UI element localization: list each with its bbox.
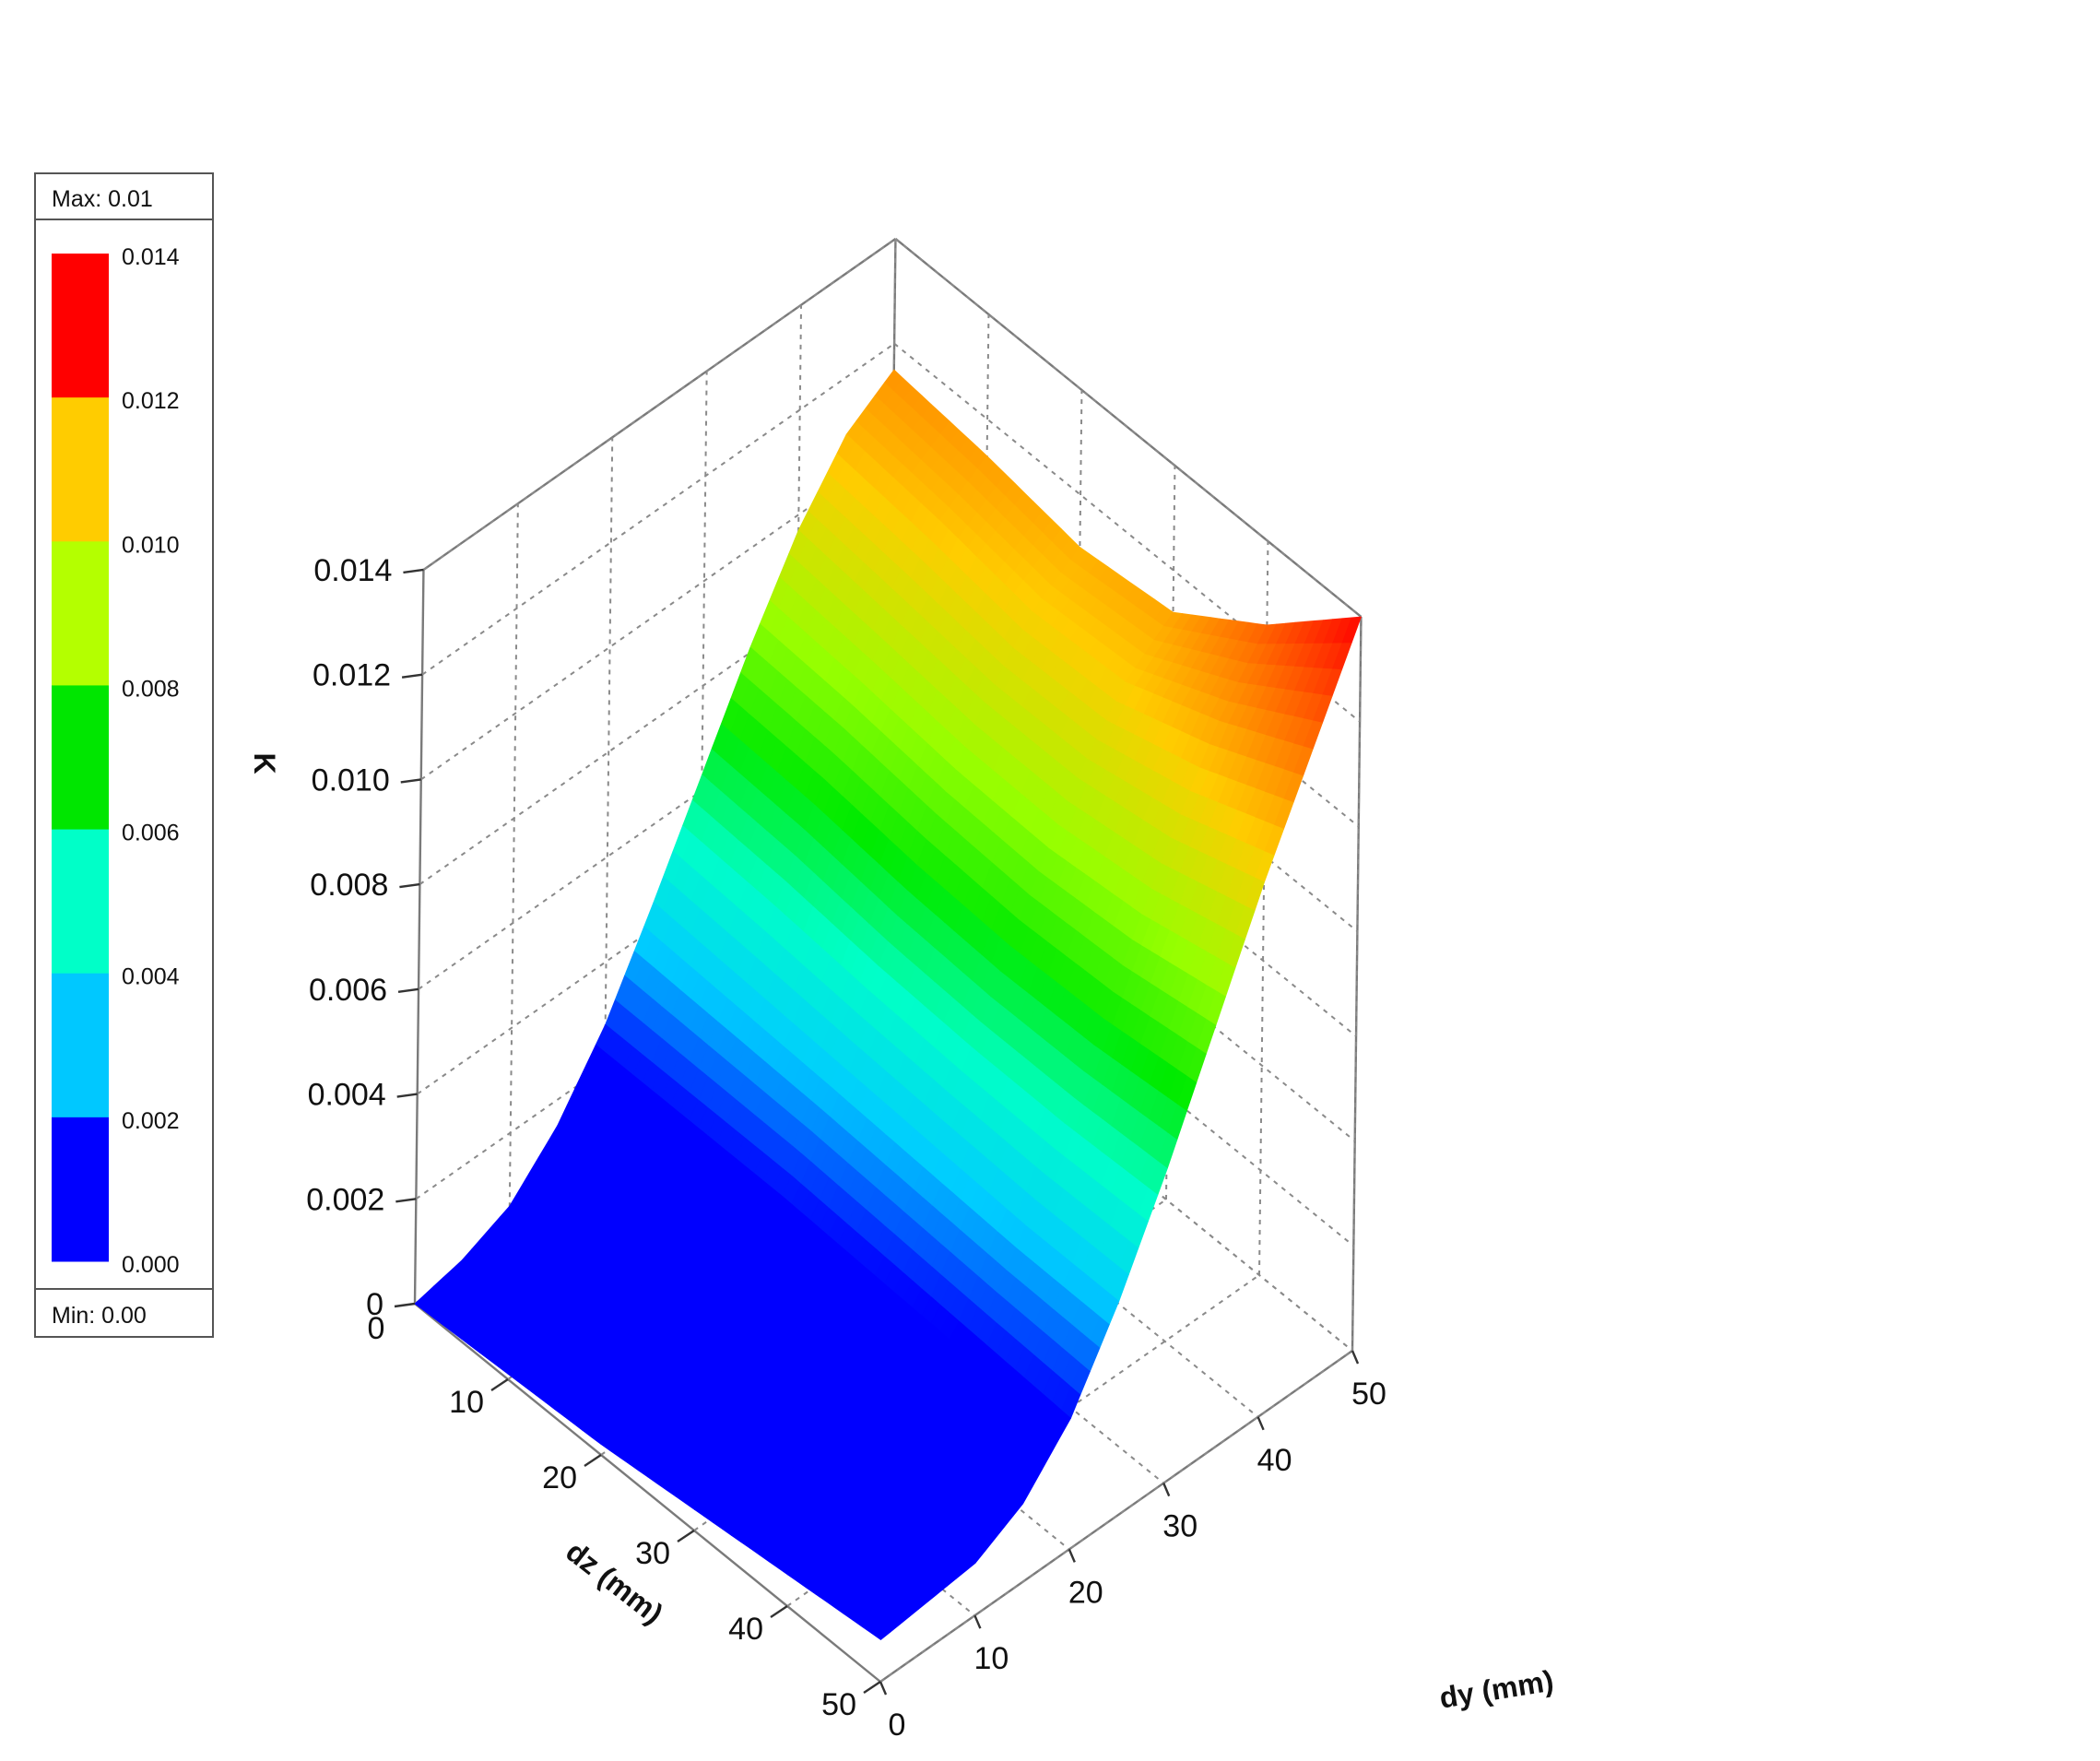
legend-swatch [52, 1117, 109, 1262]
legend-level-label: 0.012 [122, 388, 180, 414]
legend-labels: 0.014 0.012 0.010 0.008 0.006 0.004 0.002 0.000 [122, 244, 180, 1278]
surface-mesh [414, 369, 1362, 1640]
dz-tick-label: 30 [635, 1536, 670, 1571]
back-wall-gridline [508, 503, 519, 1238]
legend-max-box [34, 172, 214, 220]
legend-swatch [52, 541, 109, 686]
dy-tick-label: 0 [889, 1708, 906, 1743]
floor-gridline [879, 1350, 1353, 1683]
legend-max-label: Max: 0.01 [52, 186, 153, 212]
dy-tick-label: 50 [1351, 1377, 1386, 1412]
dz-tick-label: 50 [821, 1687, 856, 1722]
dz-tick-mark [584, 1454, 602, 1467]
legend-swatch [52, 829, 109, 975]
dy-tick-mark [1351, 1350, 1360, 1365]
side-wall-gridline [889, 762, 1356, 1142]
legend-min-box [34, 1288, 214, 1338]
legend-level-label: 0.006 [122, 821, 180, 846]
z-tick-mark [403, 568, 424, 574]
legend-swatch [52, 973, 109, 1118]
tick-labels: 0 0.002 0.004 0.006 0.008 0.010 0.012 0.014 10 20… [306, 553, 1386, 1743]
z-tick-label: 0.012 [313, 658, 391, 693]
z-tick-mark [394, 1302, 416, 1308]
dy-tick-mark [1256, 1416, 1265, 1431]
dy-tick-mark [879, 1681, 888, 1696]
legend-level-label: 0.002 [122, 1108, 180, 1134]
z-tick-mark [397, 987, 419, 994]
dz-tick-label: 40 [728, 1612, 763, 1647]
dy-tick-label: 40 [1257, 1443, 1292, 1478]
dy-tick-label: 20 [1068, 1575, 1103, 1610]
z-tick-mark [396, 1093, 418, 1098]
floor-gridline [791, 1038, 1259, 1418]
dy-tick-label: 10 [973, 1641, 1009, 1676]
z-tick-label: 0.010 [312, 762, 390, 798]
dy-tick-label: 30 [1162, 1509, 1197, 1544]
legend-swatch [52, 685, 109, 831]
dz-tick-mark [677, 1530, 695, 1542]
legend-swatch [52, 397, 109, 542]
origin-tick-label: 0 [368, 1311, 385, 1346]
z-tick-mark [399, 882, 420, 889]
z-tick-label: 0.002 [306, 1182, 384, 1217]
legend-level-label: 0.000 [122, 1252, 180, 1278]
dz-tick-label: 10 [449, 1385, 484, 1420]
legend-min-label: Min: 0.00 [52, 1303, 147, 1329]
back-wall-gridline [421, 342, 895, 676]
legend-swatches [52, 254, 109, 1262]
dz-tick-mark [770, 1605, 788, 1618]
side-wall-gridline [891, 552, 1359, 932]
side-wall-gridline [894, 238, 1363, 618]
dz-tick-label: 20 [542, 1460, 577, 1495]
z-tick-mark [401, 673, 423, 679]
legend-level-label: 0.010 [122, 532, 180, 558]
surface-cell [871, 1625, 891, 1640]
z-axis-line [413, 569, 425, 1305]
z-tick-label: 0.008 [310, 868, 388, 903]
color-legend: Max: 0.01 0.014 0.012 0.010 0.008 0.006 0.004… [34, 172, 214, 1338]
x-axis-title: dy (mm) [1437, 1664, 1556, 1715]
floor-gridline [697, 1104, 1164, 1484]
tick-marks [394, 568, 1360, 1696]
legend-swatch [52, 254, 109, 398]
z-axis-title: K [248, 752, 281, 774]
y-axis-line [414, 1303, 881, 1683]
dz-tick-mark [490, 1378, 509, 1391]
z-tick-mark [395, 1198, 417, 1203]
legend-level-label: 0.004 [122, 964, 180, 990]
z-tick-label: 0.006 [309, 973, 387, 1008]
side-wall-gridline [887, 867, 1354, 1247]
legend-level-label: 0.008 [122, 676, 180, 702]
dy-tick-mark [1068, 1548, 1076, 1563]
z-tick-label: 0 [366, 1287, 383, 1322]
dy-tick-mark [1162, 1483, 1171, 1497]
z-tick-label: 0.014 [313, 553, 392, 588]
dz-tick-mark [863, 1681, 881, 1694]
side-wall-gridline [1351, 616, 1363, 1352]
legend-level-label: 0.014 [122, 244, 180, 270]
z-tick-label: 0.004 [308, 1078, 386, 1113]
z-tick-mark [400, 778, 421, 784]
back-wall-gridline [422, 238, 897, 571]
side-wall-gridline [890, 657, 1357, 1037]
dy-tick-mark [973, 1614, 982, 1629]
side-floor-edge [886, 972, 1353, 1352]
